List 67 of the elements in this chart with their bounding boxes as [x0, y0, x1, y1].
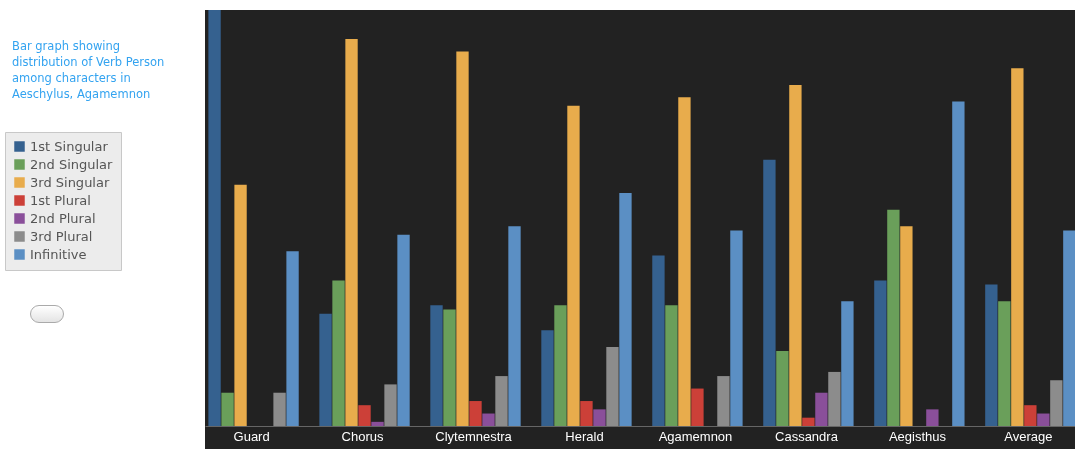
x-tick-label: Aegisthus — [888, 428, 947, 444]
legend-label: 2nd Plural — [30, 210, 96, 226]
bar — [841, 301, 854, 426]
bar — [678, 97, 691, 426]
bar — [900, 226, 913, 426]
x-tick-label: Clytemnestra — [435, 428, 513, 444]
bar — [234, 184, 247, 426]
bar — [985, 284, 998, 426]
bar — [397, 234, 410, 426]
bar — [495, 376, 508, 426]
bar — [1050, 380, 1063, 426]
bar — [1024, 405, 1037, 426]
bar — [319, 313, 332, 426]
bar — [763, 159, 776, 426]
x-tick-label: Guard — [233, 428, 270, 444]
bar — [926, 409, 939, 426]
bar — [952, 101, 965, 426]
legend-label: Infinitive — [30, 246, 87, 262]
bar — [606, 346, 619, 426]
bar — [652, 255, 665, 426]
bar — [717, 376, 730, 426]
bar — [887, 209, 900, 426]
bar — [384, 384, 397, 426]
bar — [665, 305, 678, 426]
bar — [371, 421, 384, 426]
bar — [1011, 68, 1024, 426]
legend-label: 2nd Singular — [30, 156, 114, 172]
bar — [345, 39, 358, 426]
bar — [776, 351, 789, 426]
x-tick-label: Cassandra — [775, 428, 839, 444]
bar — [593, 409, 606, 426]
bar — [567, 105, 580, 426]
x-tick-label: Average — [1004, 428, 1053, 444]
legend-label: 1st Singular — [30, 138, 109, 154]
bar — [430, 305, 443, 426]
bar — [508, 226, 521, 426]
bar — [358, 405, 371, 426]
x-tick-label: Chorus — [341, 428, 385, 444]
bar — [443, 309, 456, 426]
bar — [815, 392, 828, 426]
bar — [691, 388, 704, 426]
bar — [469, 401, 482, 426]
bar — [619, 193, 632, 426]
bar — [802, 417, 815, 426]
bar — [789, 84, 802, 426]
bar — [730, 230, 743, 426]
bar — [1037, 413, 1050, 426]
bar — [541, 330, 554, 426]
legend-label: 1st Plural — [30, 192, 91, 208]
legend-label: 3rd Singular — [30, 174, 110, 190]
bar — [580, 401, 593, 426]
bar — [1063, 230, 1075, 426]
bar — [554, 305, 567, 426]
text: Bar graph showing distribution of Verb Person among characters in Aeschylus, Agamemnon — [12, 38, 166, 102]
bar — [221, 392, 234, 426]
bar — [332, 280, 345, 426]
bar — [874, 280, 887, 426]
x-tick-label: Agamemnon — [658, 428, 733, 444]
bar — [828, 371, 841, 426]
bar — [286, 251, 299, 426]
legend-label: 3rd Plural — [30, 228, 93, 244]
bar — [208, 10, 221, 426]
bar — [273, 392, 286, 426]
bar — [998, 301, 1011, 426]
bar — [456, 51, 469, 426]
x-tick-label: Herald — [565, 428, 604, 444]
bar — [482, 413, 495, 426]
